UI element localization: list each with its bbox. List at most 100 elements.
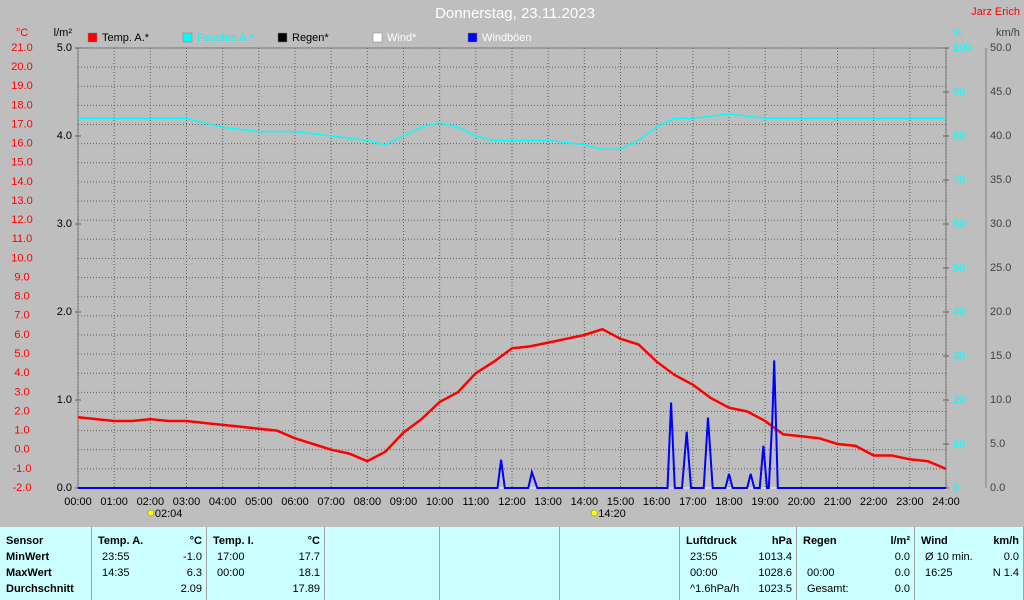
table-cell: 00:00 bbox=[807, 567, 835, 579]
table-cell: 23:55 bbox=[690, 551, 718, 563]
y-tick-label: -1.0 bbox=[13, 463, 32, 475]
table-header: l/m² bbox=[890, 535, 910, 547]
table-column: Temp. I. °C 17:00 17.7 00:00 18.1 17.89 bbox=[207, 527, 325, 600]
axis-unit: l/m² bbox=[54, 27, 73, 39]
y-tick-label: 15.0 bbox=[990, 350, 1011, 362]
y-tick-label: 18.0 bbox=[11, 99, 32, 111]
chart-title: Donnerstag, 23.11.2023 bbox=[435, 5, 595, 22]
table-cell: 00:00 bbox=[690, 567, 718, 579]
x-tick-label: 05:00 bbox=[245, 496, 273, 508]
table-cell: 0.0 bbox=[894, 583, 910, 595]
table-column bbox=[325, 527, 440, 600]
y-tick-label: 60 bbox=[953, 218, 965, 230]
y-tick-label: 6.0 bbox=[14, 329, 29, 341]
y-tick-label: 17.0 bbox=[11, 118, 32, 130]
table-cell: 00:00 bbox=[217, 567, 245, 579]
y-tick-label: 25.0 bbox=[990, 262, 1011, 274]
y-tick-label: 70 bbox=[953, 174, 965, 186]
y-tick-label: 14.0 bbox=[11, 176, 32, 188]
table-cell: 6.3 bbox=[186, 567, 202, 579]
table-header: Temp. A. bbox=[98, 535, 144, 547]
table-header: km/h bbox=[993, 535, 1019, 547]
legend-label: Wind* bbox=[387, 32, 417, 44]
y-tick-label: 19.0 bbox=[11, 80, 32, 92]
sun-icon bbox=[591, 509, 598, 517]
y-tick-label: 20 bbox=[953, 394, 965, 406]
legend-swatch bbox=[467, 32, 478, 43]
table-cell: 17.7 bbox=[298, 551, 320, 563]
table-column: Wind km/h Ø 10 min. 0.0 16:25 N 1.4 bbox=[915, 527, 1024, 600]
y-tick-label: 30.0 bbox=[990, 218, 1011, 230]
y-tick-label: 13.0 bbox=[11, 195, 32, 207]
x-tick-label: 19:00 bbox=[751, 496, 779, 508]
table-column: Luftdruck hPa 23:55 1013.4 00:00 1028.6 ^1.6hP… bbox=[680, 527, 797, 600]
table-header: Temp. I. bbox=[213, 535, 254, 547]
x-tick-label: 14:00 bbox=[571, 496, 599, 508]
annotation-label: 14:20 bbox=[598, 508, 626, 520]
x-tick-label: 04:00 bbox=[209, 496, 237, 508]
table-cell: 1028.6 bbox=[758, 567, 792, 579]
table-cell: N 1.4 bbox=[992, 567, 1019, 579]
x-tick-label: 16:00 bbox=[643, 496, 671, 508]
axis-unit: % bbox=[953, 27, 963, 39]
x-tick-label: 00:00 bbox=[64, 496, 92, 508]
author: Jarz Erich bbox=[971, 6, 1020, 18]
y-tick-label: 40 bbox=[953, 306, 965, 318]
table-cell: MaxWert bbox=[6, 567, 52, 579]
y-tick-label: 20.0 bbox=[11, 61, 32, 73]
x-tick-label: 22:00 bbox=[860, 496, 888, 508]
legend-swatch bbox=[277, 32, 288, 43]
axis-unit: °C bbox=[16, 27, 28, 39]
y-tick-label: 4.0 bbox=[14, 367, 29, 379]
table-column bbox=[440, 527, 560, 600]
x-tick-label: 20:00 bbox=[788, 496, 816, 508]
table-cell: Gesamt: bbox=[807, 583, 849, 595]
table-cell: 1023.5 bbox=[758, 583, 792, 595]
legend-label: Feuchte A.* bbox=[197, 32, 255, 44]
table-column bbox=[560, 527, 680, 600]
series-line bbox=[78, 360, 946, 489]
sun-icon bbox=[147, 509, 155, 517]
axis-unit: km/h bbox=[996, 27, 1020, 39]
table-header: Regen bbox=[803, 535, 837, 547]
y-tick-label: 10.0 bbox=[11, 252, 32, 264]
table-cell: 14:35 bbox=[102, 567, 130, 579]
table-header: Sensor bbox=[6, 535, 44, 547]
y-tick-label: 21.0 bbox=[11, 42, 32, 54]
table-cell: Durchschnitt bbox=[6, 583, 74, 595]
table-cell: MinWert bbox=[6, 551, 50, 563]
y-tick-label: 12.0 bbox=[11, 214, 32, 226]
y-tick-label: 35.0 bbox=[990, 174, 1011, 186]
table-cell: 17.89 bbox=[292, 583, 320, 595]
y-tick-label: 45.0 bbox=[990, 86, 1011, 98]
x-tick-label: 10:00 bbox=[426, 496, 454, 508]
y-tick-label: 50 bbox=[953, 262, 965, 274]
table-cell: ^1.6hPa/h bbox=[690, 583, 740, 595]
y-tick-label: 2.0 bbox=[57, 306, 72, 318]
chart: Donnerstag, 23.11.2023 Jarz Erich °C -2.0… bbox=[11, 5, 1020, 520]
table-cell: -1.0 bbox=[183, 551, 202, 563]
legend-label: Windböen bbox=[482, 32, 532, 44]
x-tick-label: 02:00 bbox=[137, 496, 165, 508]
legend-swatch bbox=[182, 32, 193, 43]
legend-swatch bbox=[87, 32, 98, 43]
x-tick-label: 08:00 bbox=[354, 496, 382, 508]
legend-swatch bbox=[372, 32, 383, 43]
table-header: °C bbox=[189, 535, 202, 547]
x-tick-label: 12:00 bbox=[498, 496, 526, 508]
x-tick-label: 23:00 bbox=[896, 496, 924, 508]
y-tick-label: 7.0 bbox=[14, 310, 29, 322]
y-tick-label: 11.0 bbox=[12, 233, 33, 245]
x-tick-label: 11:00 bbox=[462, 496, 489, 508]
series-line bbox=[78, 113, 946, 150]
y-tick-label: 3.0 bbox=[57, 218, 72, 230]
table-cell: 0.0 bbox=[894, 567, 910, 579]
y-tick-label: 0.0 bbox=[990, 482, 1005, 494]
y-tick-label: 50.0 bbox=[990, 42, 1011, 54]
y-tick-label: 0.0 bbox=[57, 482, 72, 494]
table-header: hPa bbox=[771, 535, 792, 547]
y-tick-label: 1.0 bbox=[57, 394, 72, 406]
table-column: Regen l/m² 0.0 00:00 0.0 Gesamt: 0.0 bbox=[797, 527, 915, 600]
y-tick-label: 80 bbox=[953, 130, 965, 142]
table-cell: 23:55 bbox=[102, 551, 130, 563]
